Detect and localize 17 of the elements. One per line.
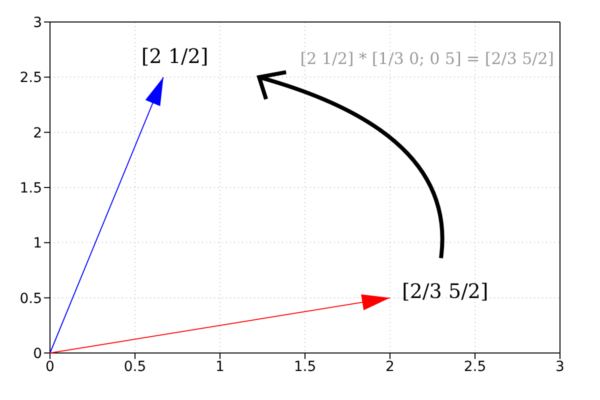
x-tick-label: 2 xyxy=(386,358,394,375)
y-tick-label: 2 xyxy=(33,125,42,142)
x-tick-label: 0.5 xyxy=(124,358,146,375)
x-tick-label: 0 xyxy=(46,358,54,375)
annotation: [2/3 5/2] xyxy=(402,278,488,303)
x-tick-label: 1 xyxy=(216,358,224,375)
y-tick-label: 1.5 xyxy=(20,180,42,196)
y-tick-label: 3 xyxy=(33,14,42,31)
x-tick-label: 2.5 xyxy=(464,358,486,375)
x-tick-label: 1.5 xyxy=(294,358,316,375)
annotation: [2 1/2] xyxy=(141,44,208,68)
y-tick-label: 0.5 xyxy=(20,290,42,307)
annotation: [2 1/2] * [1/3 0; 0 5] = [2/3 5/2] xyxy=(300,48,554,68)
y-tick-label: 2.5 xyxy=(20,70,42,86)
y-tick-label: 0 xyxy=(33,346,42,362)
y-tick-label: 1 xyxy=(33,236,42,252)
x-tick-label: 3 xyxy=(556,358,564,375)
